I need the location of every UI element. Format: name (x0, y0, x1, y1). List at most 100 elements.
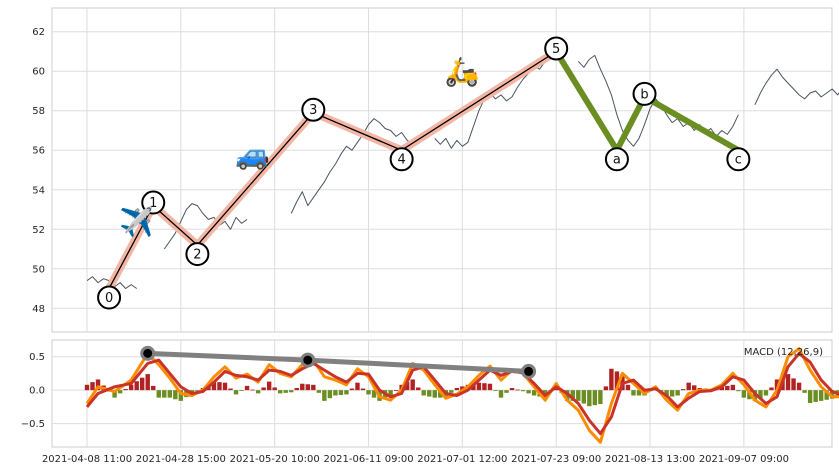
histogram-bar (592, 390, 598, 406)
macd-divergence (140, 345, 537, 379)
histogram-bar (217, 382, 222, 391)
histogram-bar (669, 390, 675, 397)
price-y-tick-label: 56 (32, 146, 45, 157)
x-tick-label: 2021-09-07 09:00 (699, 454, 789, 465)
histogram-bar (631, 390, 636, 396)
histogram-bar (195, 390, 200, 391)
histogram-bar (796, 382, 802, 391)
histogram-bar (222, 382, 228, 391)
histogram-bar (741, 390, 747, 398)
histogram-bar (421, 390, 426, 396)
histogram-bar (173, 390, 178, 400)
macd-lines (85, 347, 839, 444)
histogram-bar (95, 379, 101, 391)
price-y-tick-label: 62 (32, 27, 45, 38)
histogram-bar (311, 384, 316, 391)
histogram-bar (454, 388, 460, 391)
histogram-bar (316, 390, 322, 393)
histogram-bar (603, 386, 609, 391)
histogram-bar (736, 390, 741, 392)
wave-overlay: 0 1 2 3 4 5 a b c (97, 36, 751, 310)
histogram-bar (686, 382, 691, 391)
histogram-bar (520, 390, 526, 392)
x-tick-label: 2021-06-11 09:00 (323, 454, 413, 465)
histogram-bar (294, 388, 299, 391)
signal-line (85, 351, 839, 436)
x-tick-label: 2021-04-08 11:00 (42, 454, 132, 465)
histogram-bar (162, 390, 167, 398)
histogram-bar (84, 384, 90, 391)
histogram-bar (338, 390, 344, 395)
histogram-bar (112, 390, 117, 398)
price-plot-area (51, 7, 833, 333)
histogram-bar (266, 381, 272, 391)
histogram-bar (261, 387, 266, 391)
histogram-bar (134, 381, 139, 391)
histogram-bar (145, 374, 150, 391)
price-line-segment (290, 118, 413, 214)
histogram-bar (802, 390, 807, 393)
wave-label-circle (97, 285, 122, 310)
histogram-bar (178, 390, 184, 401)
histogram-bar (719, 386, 724, 391)
histogram-bar (244, 385, 250, 391)
wave-label-text: c (735, 153, 742, 168)
histogram-bar (355, 382, 360, 391)
histogram-bar (233, 390, 239, 395)
emoji-markers: ✈️ 🚙 🛵 (119, 55, 480, 238)
histogram-bar (432, 390, 437, 398)
histogram-bar (763, 390, 769, 396)
histogram-bar (813, 390, 818, 402)
histogram-bar (410, 379, 415, 391)
x-tick-label: 2021-07-23 09:00 (511, 454, 601, 465)
wave-label-circle (141, 190, 166, 215)
scooter-icon: 🛵 (445, 55, 480, 88)
corrective-wave-line (553, 49, 740, 154)
price-y-tick-label: 50 (32, 264, 45, 275)
histogram-bar (156, 390, 161, 398)
histogram-bar (388, 390, 393, 396)
divergence-point (140, 345, 156, 361)
histogram-bar (830, 390, 835, 399)
histogram-bar (371, 390, 377, 398)
histogram-bar (300, 383, 305, 391)
wave-label-circle (301, 97, 326, 122)
histogram-bar (250, 389, 255, 391)
histogram-bar (526, 390, 531, 394)
histogram-bar (515, 389, 520, 391)
histogram-bar (807, 390, 813, 403)
macd-y-ticks: −0.5 0.0 0.5 (21, 352, 45, 430)
price-y-tick-label: 54 (32, 185, 45, 196)
histogram-bar (305, 384, 310, 391)
divergence-point (300, 352, 316, 368)
x-axis-ticks: 2021-04-08 11:00 2021-04-28 15:00 2021-05-… (42, 454, 789, 465)
histogram-bar (504, 390, 509, 393)
histogram-bar (598, 390, 603, 405)
histogram-bar (349, 388, 355, 391)
histogram-bar (576, 390, 581, 401)
price-y-tick-label: 52 (32, 225, 45, 236)
wave-label-circle (185, 242, 210, 267)
price-line-segment (434, 51, 562, 149)
macd-y-tick-label: 0.5 (29, 352, 45, 363)
histogram-bar (322, 390, 327, 401)
histogram-bar (531, 390, 537, 396)
histogram-bar (289, 390, 294, 393)
price-line-segment (754, 68, 839, 106)
impulse-wave-line (108, 50, 557, 289)
price-y-ticks: 48 50 52 54 56 58 60 62 (32, 27, 45, 315)
histogram-bar (824, 390, 829, 400)
histogram-bar (393, 390, 399, 391)
x-tick-label: 2021-04-28 15:00 (136, 454, 226, 465)
wave-label-text: b (640, 87, 648, 102)
macd-y-tick-label: 0.0 (29, 386, 45, 397)
histogram-bar (482, 383, 487, 391)
x-tick-label: 2021-07-01 12:00 (417, 454, 507, 465)
histogram-bar (117, 390, 123, 394)
macd-panel: −0.5 0.0 0.5 MACD (12,26,9) (21, 339, 839, 448)
histogram-bar (609, 368, 614, 391)
wave-label-text: 0 (105, 291, 113, 306)
histogram-bar (344, 390, 349, 395)
wave-label-text: 5 (552, 42, 560, 57)
